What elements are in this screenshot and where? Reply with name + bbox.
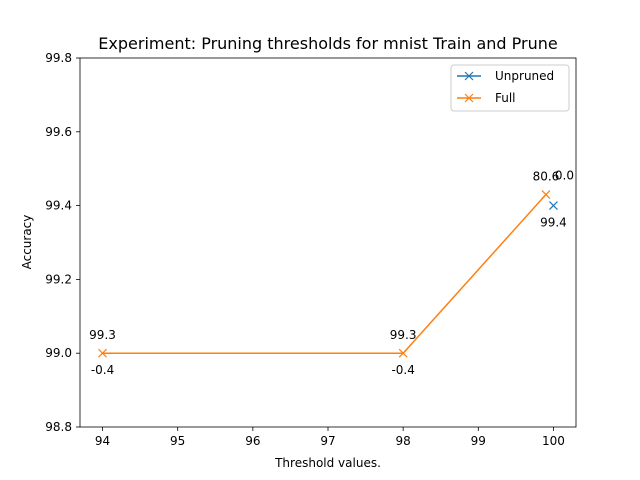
- data-label-full: 99.3: [89, 328, 116, 342]
- x-tick-label: 97: [320, 434, 335, 448]
- x-tick-label: 100: [542, 434, 565, 448]
- y-tick-label: 99.4: [45, 199, 72, 213]
- data-annotation: -0.4: [391, 363, 414, 377]
- x-tick-label: 94: [95, 434, 110, 448]
- x-axis-label: Threshold values.: [274, 456, 381, 470]
- y-tick-label: 99.0: [45, 346, 72, 360]
- data-point-full: [541, 190, 551, 199]
- data-point-full: [398, 348, 408, 358]
- x-tick-label: 99: [471, 434, 486, 448]
- legend: Unpruned Full: [450, 64, 570, 112]
- x-tick-label: 98: [396, 434, 411, 448]
- y-tick-label: 99.8: [45, 51, 72, 65]
- plot-area: 94 95 96 97 98 99 100 98.8 99.0 99.2 99.4 99.6 99.8 9…: [45, 51, 577, 448]
- data-point-unpruned: [549, 201, 558, 211]
- chart-title: Experiment: Pruning thresholds for mnist…: [98, 34, 557, 53]
- y-tick-label: 99.6: [45, 125, 72, 139]
- data-label-unpruned: 99.4: [540, 216, 567, 230]
- legend-label-unpruned: Unpruned: [495, 69, 554, 83]
- data-point-full: [98, 348, 107, 358]
- data-annotation: 0.0: [555, 169, 574, 183]
- legend-label-full: Full: [495, 91, 516, 105]
- series-line-full: [102, 194, 547, 354]
- legend-marker-unpruned: [464, 71, 474, 81]
- x-tick-label: 95: [170, 434, 185, 448]
- legend-marker-full: [464, 93, 474, 103]
- y-tick-label: 98.8: [45, 420, 72, 434]
- axes-frame: [79, 57, 577, 428]
- data-label-full: 99.3: [390, 328, 417, 342]
- y-axis-label: Accuracy: [20, 215, 34, 270]
- y-tick-label: 99.2: [45, 272, 72, 286]
- data-annotation: -0.4: [91, 363, 114, 377]
- x-tick-label: 96: [245, 434, 260, 448]
- data-label-full: 80.6: [533, 170, 560, 184]
